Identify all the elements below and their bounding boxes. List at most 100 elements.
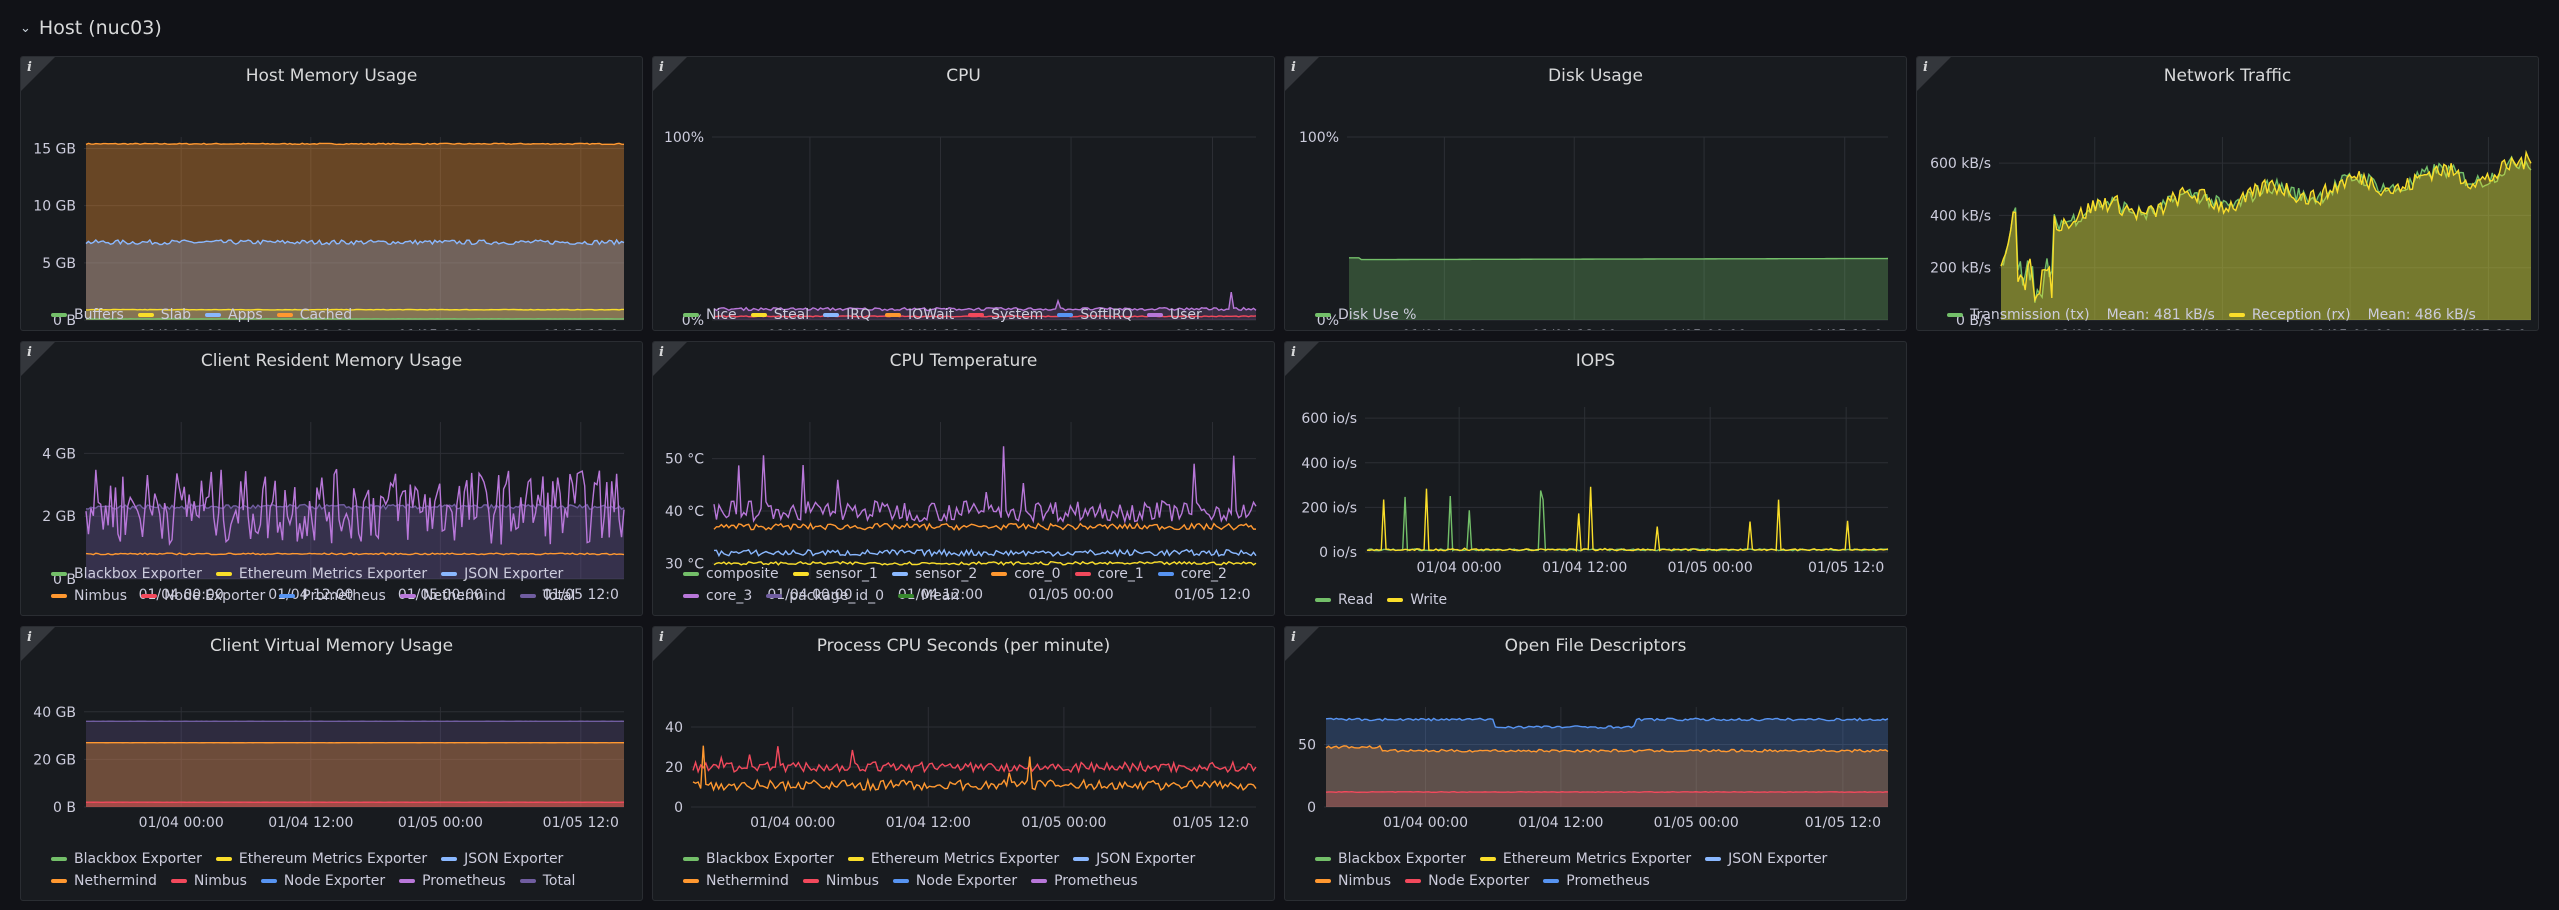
panel-cpu-temperature[interactable]: i CPU Temperature 30 °C 40 °C 50 °C 01/04 00:… [652, 341, 1275, 616]
legend-item[interactable]: JSON Exporter [1705, 851, 1827, 867]
legend-item[interactable]: Prometheus [1543, 873, 1650, 889]
panel-process-cpu-seconds[interactable]: i Process CPU Seconds (per minute) 0 20 40 01… [652, 626, 1275, 901]
panel-title[interactable]: Client Resident Memory Usage [200, 351, 463, 371]
legend-item[interactable]: Nethermind [399, 588, 506, 604]
legend-item[interactable]: Prometheus [279, 588, 386, 604]
chart-svg[interactable]: 0% 100% 01/04 00:00 01/04 12:00 01/05 00:00 0… [1285, 57, 1907, 331]
legend-item[interactable]: Blackbox Exporter [683, 851, 834, 867]
legend-item[interactable]: Total [519, 588, 575, 604]
legend-item[interactable]: Reception (rx) Mean: 486 kB/s [2228, 307, 2476, 323]
chart-svg[interactable]: 0 B 2 GB 4 GB 01/04 00:00 01/04 12:00 01/05 0… [21, 342, 643, 616]
legend-item[interactable]: JSON Exporter [441, 566, 563, 582]
chart-svg[interactable]: 0 io/s 200 io/s 400 io/s 600 io/s 01/04 00:0… [1285, 342, 1907, 616]
legend-item[interactable]: Blackbox Exporter [51, 566, 202, 582]
legend-item[interactable]: core_0 [991, 566, 1061, 582]
legend-swatch [1073, 857, 1090, 861]
panel-host-memory[interactable]: i Host Memory Usage 0 B 5 GB 10 GB 15 GB 01/04… [20, 56, 643, 331]
legend-item[interactable]: Nimbus [1315, 873, 1391, 889]
legend-item[interactable]: Steal [750, 307, 809, 323]
chart-svg[interactable]: 0 B 5 GB 10 GB 15 GB 01/04 00:00 01/04 12:00 0… [21, 57, 643, 331]
row-header[interactable]: ⌄ Host (nuc03) [20, 10, 162, 46]
legend-item[interactable]: SoftIRQ [1057, 307, 1133, 323]
info-icon[interactable]: i [1291, 60, 1296, 75]
chart-svg[interactable]: 0 50 01/04 00:00 01/04 12:00 01/05 00:00 01/0… [1285, 627, 1907, 901]
legend-item[interactable]: Ethereum Metrics Exporter [847, 851, 1059, 867]
panel-title[interactable]: Open File Descriptors [1504, 636, 1687, 656]
legend-item[interactable]: Mean [898, 588, 959, 604]
legend-item[interactable]: Nimbus [802, 873, 879, 889]
legend-item[interactable]: Transmission (tx) Mean: 481 kB/s [1947, 307, 2215, 323]
panel-client-resident-memory[interactable]: i Client Resident Memory Usage 0 B 2 GB 4 GB… [20, 341, 643, 616]
legend-item[interactable]: Ethereum Metrics Exporter [215, 566, 427, 582]
legend-item[interactable]: Node Exporter [892, 873, 1017, 889]
info-icon[interactable]: i [27, 345, 32, 360]
legend-item[interactable]: Read [1315, 592, 1373, 608]
chart-svg[interactable]: 30 °C 40 °C 50 °C 01/04 00:00 01/04 12:00 01/… [653, 342, 1275, 616]
y-tick-label: 400 kB/s [1930, 208, 1991, 224]
legend-item[interactable]: composite [683, 566, 779, 582]
legend-item[interactable]: sensor_2 [891, 566, 977, 582]
legend-item[interactable]: Nethermind [51, 873, 157, 889]
legend-item[interactable]: Nimbus [170, 873, 247, 889]
legend-item[interactable]: Nice [683, 307, 737, 323]
legend-item[interactable]: User [1146, 307, 1202, 323]
legend-item[interactable]: Total [519, 873, 575, 889]
legend-item[interactable]: Prometheus [1031, 873, 1138, 889]
legend-item[interactable]: Cached [276, 307, 352, 323]
legend-item[interactable]: core_3 [683, 588, 752, 604]
panel-iops[interactable]: i IOPS 0 io/s 200 io/s 400 io/s 600 io/s 01/04… [1284, 341, 1907, 616]
legend-item[interactable]: JSON Exporter [1073, 851, 1195, 867]
legend-item[interactable]: IOWait [885, 307, 954, 323]
panel-title[interactable]: Host Memory Usage [245, 66, 418, 86]
info-icon[interactable]: i [1923, 60, 1928, 75]
panel-title[interactable]: CPU [946, 66, 981, 86]
legend-swatch [2228, 313, 2245, 317]
chart-svg[interactable]: 0 B/s 200 kB/s 400 kB/s 600 kB/s 01/04 00:00… [1917, 57, 2539, 331]
legend-item[interactable]: Ethereum Metrics Exporter [1479, 851, 1691, 867]
legend-item[interactable]: Disk Use % [1315, 307, 1416, 323]
legend-swatch [51, 572, 67, 576]
info-icon[interactable]: i [27, 630, 32, 645]
panel-title[interactable]: CPU Temperature [889, 351, 1038, 371]
legend-item[interactable]: Ethereum Metrics Exporter [215, 851, 427, 867]
info-icon[interactable]: i [1291, 345, 1296, 360]
legend-item[interactable]: System [968, 307, 1043, 323]
info-icon[interactable]: i [27, 60, 32, 75]
panel-open-file-descriptors[interactable]: i Open File Descriptors 0 50 01/04 00:00 01/0… [1284, 626, 1907, 901]
info-icon[interactable]: i [659, 630, 664, 645]
legend-item[interactable]: Blackbox Exporter [1315, 851, 1466, 867]
legend-item[interactable]: sensor_1 [792, 566, 878, 582]
legend-item[interactable]: Slab [137, 307, 191, 323]
info-icon[interactable]: i [1291, 630, 1296, 645]
chart-svg[interactable]: 0% 100% 01/04 00:00 01/04 12:00 01/05 00:00 0… [653, 57, 1275, 331]
legend-item[interactable]: Buffers [51, 307, 124, 323]
legend-item[interactable]: package_id_0 [766, 588, 884, 604]
legend-item[interactable]: Node Exporter [1405, 873, 1529, 889]
legend-item[interactable]: JSON Exporter [441, 851, 563, 867]
legend-item[interactable]: Node Exporter [260, 873, 385, 889]
chart-svg[interactable]: 0 20 40 01/04 00:00 01/04 12:00 01/05 00:00 01… [653, 627, 1275, 901]
legend-item[interactable]: IRQ [823, 307, 871, 323]
panel-title[interactable]: Client Virtual Memory Usage [209, 636, 454, 656]
panel-network-traffic[interactable]: i Network Traffic 0 B/s 200 kB/s 400 kB/s 600… [1916, 56, 2539, 331]
legend-item[interactable]: Nethermind [683, 873, 789, 889]
info-icon[interactable]: i [659, 345, 664, 360]
panel-title[interactable]: Disk Usage [1548, 66, 1643, 86]
panel-client-virtual-memory[interactable]: i Client Virtual Memory Usage 0 B 20 GB 40 G… [20, 626, 643, 901]
panel-cpu[interactable]: i CPU 0% 100% 01/04 00:00 01/04 12:00 01/05 00… [652, 56, 1275, 331]
legend-item[interactable]: Prometheus [399, 873, 506, 889]
chart-svg[interactable]: 0 B 20 GB 40 GB 01/04 00:00 01/04 12:00 01/05… [21, 627, 643, 901]
legend-item[interactable]: Nimbus [51, 588, 127, 604]
legend-item[interactable]: Node Exporter [141, 588, 265, 604]
chevron-down-icon[interactable]: ⌄ [20, 20, 31, 36]
panel-title[interactable]: Network Traffic [2163, 66, 2292, 86]
legend-item[interactable]: core_2 [1157, 566, 1227, 582]
legend-item[interactable]: core_1 [1074, 566, 1144, 582]
panel-title[interactable]: IOPS [1575, 351, 1616, 371]
panel-title[interactable]: Process CPU Seconds (per minute) [816, 636, 1111, 656]
legend-item[interactable]: Write [1387, 592, 1447, 608]
info-icon[interactable]: i [659, 60, 664, 75]
legend-item[interactable]: Apps [205, 307, 263, 323]
legend-item[interactable]: Blackbox Exporter [51, 851, 202, 867]
